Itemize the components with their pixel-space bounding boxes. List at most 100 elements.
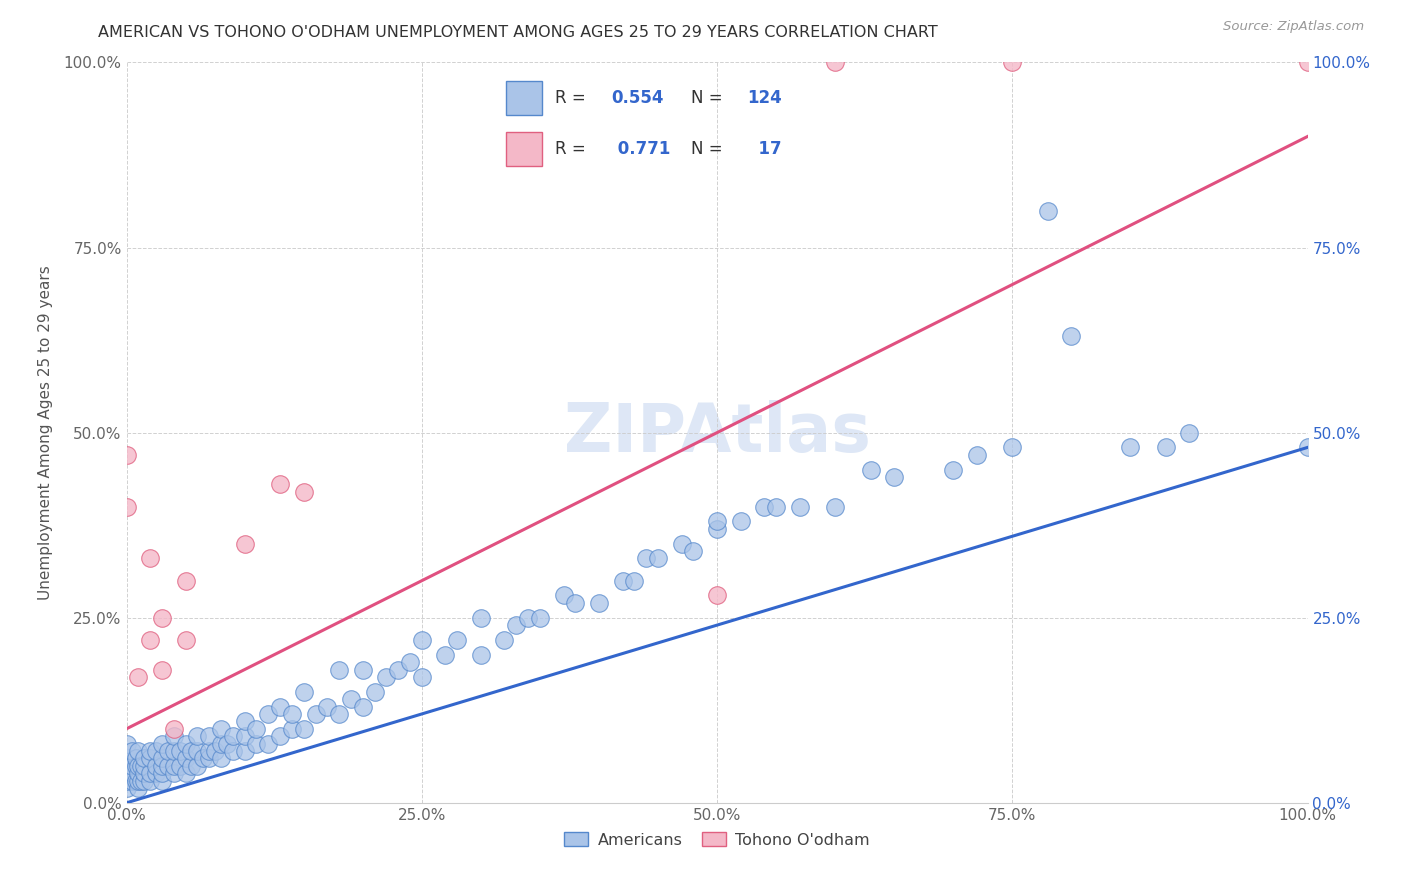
Point bbox=[706, 515, 728, 529]
Point bbox=[340, 692, 363, 706]
Point bbox=[1001, 441, 1024, 455]
Point bbox=[163, 722, 186, 736]
Point bbox=[145, 766, 167, 780]
Point bbox=[281, 722, 304, 736]
Point bbox=[193, 751, 215, 765]
Point bbox=[883, 470, 905, 484]
Point bbox=[174, 632, 197, 647]
Point bbox=[186, 744, 208, 758]
Point bbox=[222, 744, 245, 758]
Point bbox=[150, 751, 173, 765]
Text: Source: ZipAtlas.com: Source: ZipAtlas.com bbox=[1223, 20, 1364, 33]
Point bbox=[281, 706, 304, 721]
Point bbox=[145, 744, 167, 758]
Point bbox=[942, 462, 965, 476]
Point bbox=[245, 737, 267, 751]
Point bbox=[470, 648, 492, 662]
Point bbox=[115, 773, 138, 788]
Legend: Americans, Tohono O'odham: Americans, Tohono O'odham bbox=[558, 826, 876, 854]
Point bbox=[127, 766, 149, 780]
Point bbox=[150, 758, 173, 772]
Text: AMERICAN VS TOHONO O'ODHAM UNEMPLOYMENT AMONG AGES 25 TO 29 YEARS CORRELATION CH: AMERICAN VS TOHONO O'ODHAM UNEMPLOYMENT … bbox=[98, 25, 938, 40]
Point bbox=[115, 737, 138, 751]
Point bbox=[375, 670, 398, 684]
Point bbox=[121, 773, 143, 788]
Point bbox=[215, 737, 238, 751]
Point bbox=[198, 729, 221, 743]
Point bbox=[209, 737, 232, 751]
Point bbox=[387, 663, 409, 677]
Point bbox=[269, 729, 291, 743]
Point bbox=[115, 751, 138, 765]
Text: ZIPAtlas: ZIPAtlas bbox=[564, 400, 870, 466]
Point bbox=[257, 737, 280, 751]
Point bbox=[121, 758, 143, 772]
Point bbox=[115, 780, 138, 795]
Point bbox=[292, 685, 315, 699]
Point bbox=[121, 744, 143, 758]
Point bbox=[824, 500, 846, 514]
Point bbox=[233, 744, 256, 758]
Point bbox=[623, 574, 645, 588]
Point bbox=[352, 699, 374, 714]
Point bbox=[139, 766, 162, 780]
Point bbox=[765, 500, 787, 514]
Point bbox=[115, 766, 138, 780]
Point bbox=[682, 544, 704, 558]
Point bbox=[269, 699, 291, 714]
Point bbox=[139, 744, 162, 758]
Point bbox=[163, 758, 186, 772]
Point bbox=[1296, 55, 1319, 70]
Point bbox=[150, 610, 173, 624]
Point bbox=[209, 722, 232, 736]
Point bbox=[115, 448, 138, 462]
Point bbox=[209, 751, 232, 765]
Point bbox=[564, 596, 586, 610]
Point bbox=[204, 744, 226, 758]
Point bbox=[127, 758, 149, 772]
Point bbox=[139, 632, 162, 647]
Point bbox=[824, 55, 846, 70]
Point bbox=[636, 551, 658, 566]
Point bbox=[399, 655, 422, 669]
Point bbox=[328, 706, 350, 721]
Point bbox=[150, 737, 173, 751]
Point bbox=[139, 773, 162, 788]
Point bbox=[186, 758, 208, 772]
Point bbox=[174, 751, 197, 765]
Point bbox=[129, 758, 152, 772]
Point bbox=[156, 758, 179, 772]
Point bbox=[127, 780, 149, 795]
Point bbox=[134, 758, 156, 772]
Point bbox=[1036, 203, 1059, 218]
Point bbox=[150, 766, 173, 780]
Point bbox=[125, 751, 148, 765]
Point bbox=[115, 500, 138, 514]
Point bbox=[269, 477, 291, 491]
Point bbox=[446, 632, 468, 647]
Point bbox=[115, 758, 138, 772]
Point bbox=[150, 773, 173, 788]
Point bbox=[127, 670, 149, 684]
Point bbox=[789, 500, 811, 514]
Point bbox=[222, 729, 245, 743]
Point bbox=[180, 758, 202, 772]
Point bbox=[304, 706, 326, 721]
Point bbox=[139, 751, 162, 765]
Point bbox=[411, 632, 433, 647]
Point bbox=[174, 737, 197, 751]
Y-axis label: Unemployment Among Ages 25 to 29 years: Unemployment Among Ages 25 to 29 years bbox=[38, 265, 52, 600]
Point bbox=[292, 484, 315, 499]
Point bbox=[174, 574, 197, 588]
Point bbox=[180, 744, 202, 758]
Point bbox=[121, 766, 143, 780]
Point bbox=[494, 632, 516, 647]
Point bbox=[706, 589, 728, 603]
Point bbox=[434, 648, 457, 662]
Point bbox=[553, 589, 575, 603]
Point bbox=[1060, 329, 1083, 343]
Point bbox=[706, 522, 728, 536]
Point bbox=[612, 574, 634, 588]
Point bbox=[150, 663, 173, 677]
Point bbox=[198, 751, 221, 765]
